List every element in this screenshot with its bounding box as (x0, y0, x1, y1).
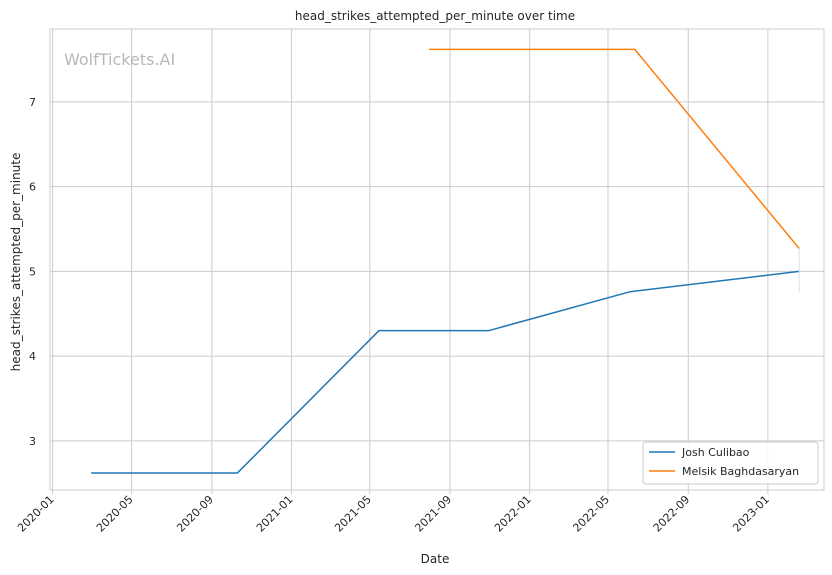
y-axis-label: head_strikes_attempted_per_minute (9, 153, 23, 372)
x-tick-label-2020-09: 2020-09 (174, 493, 216, 535)
y-tick-label-4: 4 (29, 350, 36, 363)
x-tick-label-2022-01: 2022-01 (492, 493, 534, 535)
x-tick-label-2022-09: 2022-09 (651, 493, 693, 535)
y-tick-label-5: 5 (29, 265, 36, 278)
legend-label-melsik-baghdasaryan: Melsik Baghdasaryan (682, 465, 799, 478)
series-line-josh-culibao (91, 270, 800, 474)
series-group (91, 48, 800, 474)
legend-label-josh-culibao: Josh Culibao (681, 446, 750, 459)
legend-box (642, 441, 819, 485)
x-tick-label-2021-01: 2021-01 (254, 493, 296, 535)
watermark: WolfTickets.AI (64, 50, 175, 69)
x-tick-label-2020-01: 2020-01 (15, 493, 57, 535)
plot-frame (49, 28, 825, 491)
series-line-melsik-baghdasaryan (429, 48, 800, 249)
x-tick-label-2021-09: 2021-09 (412, 493, 454, 535)
x-axis-label: Date (421, 552, 450, 566)
legend: Josh Culibao Melsik Baghdasaryan (642, 441, 819, 485)
x-tick-label-2021-05: 2021-05 (332, 493, 374, 535)
y-tick-label-7: 7 (29, 96, 36, 109)
x-axis: 2020-01 2020-05 2020-09 2021-01 2021-05 2021-… (15, 490, 772, 535)
chart-title: head_strikes_attempted_per_minute over t… (295, 9, 575, 23)
x-tick-label-2022-05: 2022-05 (570, 493, 612, 535)
y-tick-label-3: 3 (29, 435, 36, 448)
grid (50, 29, 824, 490)
y-tick-label-6: 6 (29, 181, 36, 194)
x-tick-label-2020-05: 2020-05 (94, 493, 136, 535)
x-tick-label-2023-01: 2023-01 (730, 493, 772, 535)
y-axis: 3 4 5 6 7 (29, 96, 36, 448)
